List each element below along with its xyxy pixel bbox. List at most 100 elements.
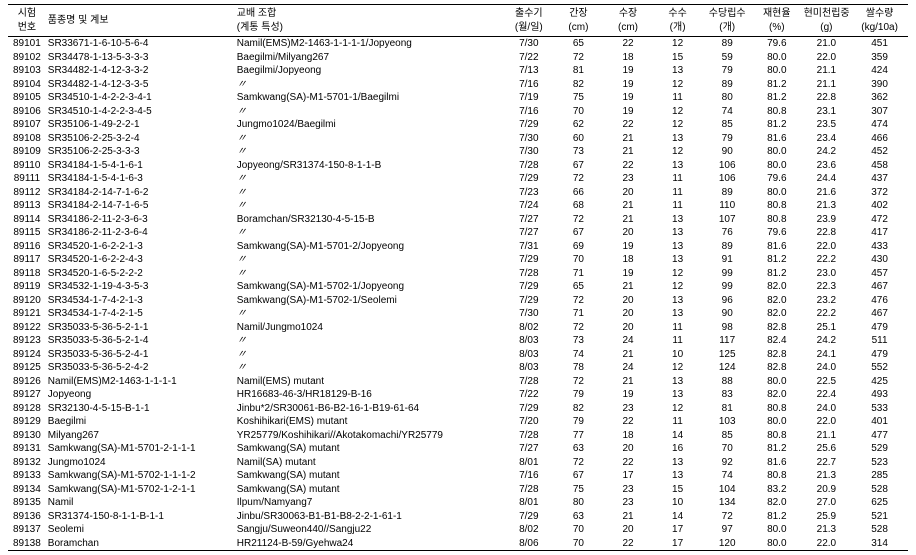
cell-pan: 20 [603, 442, 653, 456]
cell-no: 89134 [8, 483, 46, 497]
cell-yld: 307 [851, 105, 908, 119]
cell-no: 89130 [8, 429, 46, 443]
cell-tgw: 22.0 [802, 240, 852, 254]
cell-no: 89138 [8, 537, 46, 551]
cell-no: 89123 [8, 334, 46, 348]
table-row: 89115SR34186-2-11-2-3-6-4〃7/276720137679… [8, 226, 908, 240]
cell-gpp: 107 [702, 213, 752, 227]
cell-cross: Namil(SA) mutant [235, 456, 504, 470]
cell-pan: 20 [603, 307, 653, 321]
cell-pn: 13 [653, 294, 703, 308]
cell-pan: 23 [603, 496, 653, 510]
cell-culm: 79 [554, 388, 604, 402]
cell-rr: 80.0 [752, 159, 802, 173]
cell-yld: 372 [851, 186, 908, 200]
cell-head: 7/29 [504, 510, 554, 524]
cell-pan: 19 [603, 388, 653, 402]
cell-rr: 81.2 [752, 510, 802, 524]
cell-head: 7/29 [504, 402, 554, 416]
cell-gpp: 90 [702, 145, 752, 159]
cell-yld: 479 [851, 321, 908, 335]
cell-gpp: 106 [702, 159, 752, 173]
cell-gpp: 97 [702, 523, 752, 537]
cell-culm: 63 [554, 510, 604, 524]
table-row: 89106SR34510-1-4-2-2-3-4-5〃7/16701912748… [8, 105, 908, 119]
col-header-pan: 수장(cm) [603, 5, 653, 37]
cell-head: 7/29 [504, 280, 554, 294]
cell-rr: 81.6 [752, 240, 802, 254]
cell-name: SR35033-5-36-5-2-1-4 [46, 334, 235, 348]
cell-rr: 80.0 [752, 64, 802, 78]
cell-no: 89101 [8, 37, 46, 51]
col-header-sub-culm: (cm) [568, 22, 588, 33]
cell-rr: 82.0 [752, 307, 802, 321]
table-row: 89135NamilIlpum/Namyang78/0180231013482.… [8, 496, 908, 510]
cell-culm: 70 [554, 537, 604, 551]
cell-cross: 〃 [235, 253, 504, 267]
cell-no: 89113 [8, 199, 46, 213]
cell-gpp: 110 [702, 199, 752, 213]
cell-cross: Baegilmi/Jopyeong [235, 64, 504, 78]
table-row: 89120SR34534-1-7-4-2-1-3Samkwang(SA)-M1-… [8, 294, 908, 308]
cell-rr: 80.8 [752, 105, 802, 119]
cell-name: Jopyeong [46, 388, 235, 402]
table-row: 89118SR34520-1-6-5-2-2-2〃7/287119129981.… [8, 267, 908, 281]
cell-pan: 21 [603, 213, 653, 227]
cell-pn: 10 [653, 348, 703, 362]
cell-cross: 〃 [235, 78, 504, 92]
cell-head: 8/03 [504, 334, 554, 348]
cell-head: 7/28 [504, 375, 554, 389]
cell-pan: 22 [603, 37, 653, 51]
cell-cross: 〃 [235, 186, 504, 200]
cell-pn: 12 [653, 280, 703, 294]
cell-pn: 11 [653, 199, 703, 213]
cell-rr: 79.6 [752, 226, 802, 240]
cell-cross: 〃 [235, 105, 504, 119]
table-row: 89103SR34482-1-4-12-3-3-2Baegilmi/Jopyeo… [8, 64, 908, 78]
cell-name: SR35033-5-36-5-2-4-2 [46, 361, 235, 375]
cell-cross: 〃 [235, 334, 504, 348]
cell-yld: 433 [851, 240, 908, 254]
cell-tgw: 23.6 [802, 159, 852, 173]
cell-culm: 70 [554, 523, 604, 537]
cell-yld: 528 [851, 523, 908, 537]
cell-pan: 19 [603, 91, 653, 105]
cell-gpp: 90 [702, 307, 752, 321]
cell-name: SR34520-1-6-2-2-1-3 [46, 240, 235, 254]
cell-pn: 12 [653, 267, 703, 281]
cell-gpp: 89 [702, 37, 752, 51]
cell-no: 89103 [8, 64, 46, 78]
cell-culm: 70 [554, 105, 604, 119]
cell-pn: 17 [653, 523, 703, 537]
cell-pn: 12 [653, 145, 703, 159]
cell-head: 7/30 [504, 37, 554, 51]
cell-head: 7/22 [504, 51, 554, 65]
cell-pn: 14 [653, 429, 703, 443]
table-row: 89128SR32130-4-5-15-B-1-1Jinbu*2/SR30061… [8, 402, 908, 416]
cell-yld: 314 [851, 537, 908, 551]
cell-head: 7/16 [504, 105, 554, 119]
cell-rr: 79.6 [752, 37, 802, 51]
cell-no: 89102 [8, 51, 46, 65]
cell-head: 8/01 [504, 456, 554, 470]
cell-tgw: 22.3 [802, 280, 852, 294]
cell-no: 89137 [8, 523, 46, 537]
cell-name: Namil(EMS)M2-1463-1-1-1-1 [46, 375, 235, 389]
cell-pan: 18 [603, 253, 653, 267]
cell-rr: 81.6 [752, 456, 802, 470]
cell-culm: 60 [554, 132, 604, 146]
col-header-gpp: 수당립수(개) [702, 5, 752, 37]
cell-pan: 20 [603, 186, 653, 200]
cell-head: 7/28 [504, 159, 554, 173]
cell-tgw: 22.8 [802, 226, 852, 240]
cell-name: SR31374-150-8-1-1-B-1-1 [46, 510, 235, 524]
cell-no: 89111 [8, 172, 46, 186]
cell-yld: 529 [851, 442, 908, 456]
cell-gpp: 106 [702, 172, 752, 186]
cell-pan: 19 [603, 78, 653, 92]
cell-culm: 72 [554, 172, 604, 186]
col-header-name: 품종명 및 계보 [46, 5, 235, 37]
cell-yld: 467 [851, 280, 908, 294]
cell-rr: 80.0 [752, 415, 802, 429]
cell-gpp: 72 [702, 510, 752, 524]
